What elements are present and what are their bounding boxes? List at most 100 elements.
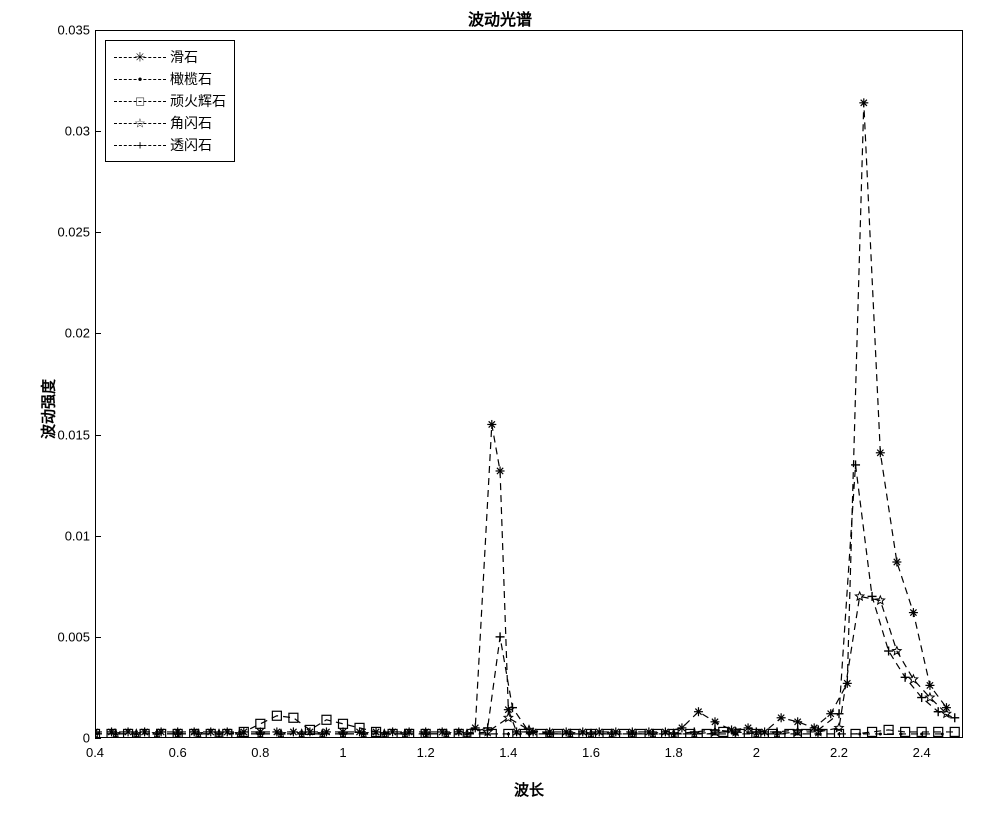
x-tick-mark <box>95 732 96 738</box>
y-tick-label: 0.025 <box>30 225 90 240</box>
y-tick-label: 0.01 <box>30 528 90 543</box>
marker-plus <box>901 673 910 682</box>
y-tick-label: 0.005 <box>30 629 90 644</box>
y-tick-label: 0.03 <box>30 124 90 139</box>
marker-plus <box>950 713 959 722</box>
marker-plus <box>884 647 893 656</box>
marker-asterisk <box>512 727 521 736</box>
marker-asterisk <box>925 681 934 690</box>
y-tick-label: 0.015 <box>30 427 90 442</box>
marker-plus <box>463 729 472 738</box>
marker-asterisk <box>909 608 918 617</box>
legend-label: 角闪石 <box>170 113 212 133</box>
y-tick-mark <box>95 536 101 537</box>
y-tick-mark <box>95 333 101 334</box>
x-tick-mark <box>426 732 427 738</box>
marker-asterisk <box>793 717 802 726</box>
marker-plus <box>793 725 802 734</box>
x-tick-mark <box>260 732 261 738</box>
marker-asterisk <box>289 727 298 736</box>
legend-item: ☆角闪石 <box>114 112 226 134</box>
marker-asterisk <box>454 727 463 736</box>
x-tick-label: 1.8 <box>665 745 683 760</box>
marker-asterisk <box>826 709 835 718</box>
marker-asterisk <box>305 727 314 736</box>
legend-label: 橄榄石 <box>170 69 212 89</box>
chart-title: 波动光谱 <box>0 6 1000 30</box>
x-tick-label: 1 <box>339 745 346 760</box>
y-tick-mark <box>95 738 101 739</box>
x-tick-label: 0.4 <box>86 745 104 760</box>
legend-marker: □ <box>114 92 166 110</box>
marker-plus <box>851 460 860 469</box>
marker-plus <box>690 727 699 736</box>
x-tick-mark <box>756 732 757 738</box>
marker-asterisk <box>140 727 149 736</box>
marker-asterisk <box>487 420 496 429</box>
series-line <box>95 465 955 734</box>
marker-asterisk <box>711 717 720 726</box>
marker-asterisk <box>661 727 670 736</box>
marker-plus <box>545 729 554 738</box>
y-tick-mark <box>95 232 101 233</box>
marker-plus <box>297 729 306 738</box>
x-tick-mark <box>922 732 923 738</box>
marker-asterisk <box>471 723 480 732</box>
y-tick-mark <box>95 435 101 436</box>
marker-asterisk <box>496 466 505 475</box>
legend: ✳滑石•橄榄石□顽火辉石☆角闪石+透闪石 <box>105 40 235 162</box>
marker-plus <box>496 632 505 641</box>
marker-asterisk <box>843 679 852 688</box>
x-tick-mark <box>591 732 592 738</box>
x-axis-label: 波长 <box>95 779 963 800</box>
marker-asterisk <box>892 558 901 567</box>
x-tick-label: 2.2 <box>830 745 848 760</box>
marker-asterisk <box>876 448 885 457</box>
x-tick-label: 1.6 <box>582 745 600 760</box>
x-tick-label: 0.8 <box>251 745 269 760</box>
y-tick-label: 0 <box>30 731 90 746</box>
legend-item: •橄榄石 <box>114 68 226 90</box>
legend-item: □顽火辉石 <box>114 90 226 112</box>
chart-container: 波动光谱 波动强度 波长 ✳滑石•橄榄石□顽火辉石☆角闪石+透闪石 00.005… <box>0 0 1000 818</box>
y-tick-label: 0.02 <box>30 326 90 341</box>
series-line <box>95 596 946 734</box>
marker-asterisk <box>388 727 397 736</box>
marker-square <box>289 713 298 722</box>
marker-asterisk <box>124 727 133 736</box>
marker-square <box>256 719 265 728</box>
x-tick-mark <box>674 732 675 738</box>
legend-label: 滑石 <box>170 47 198 67</box>
x-tick-label: 2 <box>753 745 760 760</box>
marker-asterisk <box>595 727 604 736</box>
legend-marker: ✳ <box>114 48 166 66</box>
marker-asterisk <box>777 713 786 722</box>
marker-square <box>339 719 348 728</box>
x-tick-label: 0.6 <box>169 745 187 760</box>
marker-star <box>835 723 844 731</box>
y-tick-mark <box>95 30 101 31</box>
y-tick-mark <box>95 131 101 132</box>
x-tick-mark <box>508 732 509 738</box>
legend-item: +透闪石 <box>114 134 226 156</box>
marker-plus <box>132 729 141 738</box>
marker-asterisk <box>744 723 753 732</box>
marker-plus <box>215 729 224 738</box>
marker-star <box>893 647 902 655</box>
series-line <box>95 103 946 732</box>
legend-label: 顽火辉石 <box>170 91 226 111</box>
x-tick-label: 2.4 <box>913 745 931 760</box>
marker-plus <box>773 727 782 736</box>
marker-plus <box>628 729 637 738</box>
marker-plus <box>380 729 389 738</box>
x-tick-label: 1.4 <box>499 745 517 760</box>
marker-star <box>855 592 864 600</box>
x-tick-label: 1.2 <box>417 745 435 760</box>
marker-asterisk <box>223 727 232 736</box>
x-tick-mark <box>839 732 840 738</box>
marker-asterisk <box>578 727 587 736</box>
y-tick-label: 0.035 <box>30 23 90 38</box>
marker-asterisk <box>859 98 868 107</box>
legend-marker: • <box>114 70 166 88</box>
marker-dot <box>879 732 882 735</box>
